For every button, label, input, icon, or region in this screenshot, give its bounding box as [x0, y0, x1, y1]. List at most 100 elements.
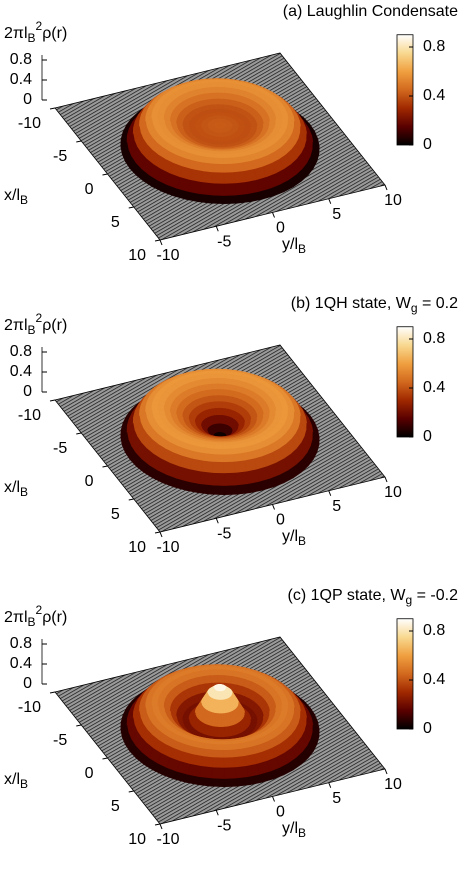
- x-tick: [102, 465, 108, 468]
- surface-patch: [212, 757, 225, 769]
- colorbar-tick-label: 0.8: [423, 622, 445, 639]
- colorbar-tick-label: 0.8: [423, 38, 445, 55]
- x-tick: [154, 239, 161, 242]
- surface-patch: [222, 744, 234, 751]
- surface-patch: [216, 373, 226, 379]
- surface-patch: [198, 483, 213, 495]
- surface-patch: [235, 483, 251, 495]
- surface-patch: [232, 162, 245, 173]
- surface-patch: [187, 469, 202, 485]
- colorbar: [396, 618, 414, 730]
- surface-patch: [223, 195, 238, 205]
- x-tick: [102, 757, 108, 760]
- x-tick: [49, 107, 56, 110]
- y-axis-label-part: B: [298, 534, 306, 548]
- y-tick-label: 10: [384, 484, 402, 501]
- y-tick-label: 5: [332, 498, 341, 515]
- surface-patch: [233, 756, 247, 768]
- surface-patch: [223, 172, 236, 185]
- colorbar: [396, 34, 414, 146]
- z-tick-label: 0: [23, 675, 32, 692]
- surface-patch: [208, 82, 218, 88]
- z-axis-label-part: 2πl: [4, 317, 28, 334]
- surface-patch: [275, 409, 283, 415]
- x-axis-label: x/lB: [4, 771, 28, 791]
- y-tick: [384, 184, 388, 191]
- x-tick: [76, 724, 82, 727]
- y-tick: [328, 782, 332, 788]
- surface-patch: [223, 767, 237, 780]
- surface-patch: [200, 460, 214, 474]
- z-axis-label-part: B: [28, 323, 36, 337]
- x-tick-label: 10: [128, 247, 146, 264]
- z-axis-label-part: 2πl: [4, 25, 28, 42]
- x-axis-label-part: x/l: [4, 187, 20, 204]
- surface-patch: [212, 454, 224, 463]
- colorbar-tick-label: 0.4: [423, 87, 445, 104]
- y-tick: [159, 239, 163, 246]
- surface-patch: [235, 776, 251, 787]
- y-tick-label: 0: [276, 220, 285, 237]
- z-tick-label: 0: [23, 383, 32, 400]
- surface-patch: [223, 183, 237, 197]
- x-axis-label: x/lB: [4, 187, 28, 207]
- x-tick: [128, 498, 134, 501]
- z-axis-label-part: ρ(r): [42, 25, 67, 42]
- x-axis-label-part: x/l: [4, 479, 20, 496]
- surface-patch: [208, 373, 218, 379]
- surface-patch: [234, 181, 249, 196]
- surface-patch: [198, 194, 213, 204]
- surface-patch: [220, 140, 226, 146]
- y-tick: [159, 823, 163, 830]
- surface-patch: [216, 665, 227, 671]
- surface-patch: [223, 778, 238, 788]
- colorbar: [396, 326, 414, 438]
- panel-title-part: (c) 1QP state, W: [288, 587, 407, 604]
- x-axis-label-part: B: [20, 485, 28, 499]
- surface-patch: [212, 461, 225, 474]
- y-tick-label: -10: [156, 831, 179, 848]
- surface-patch: [281, 705, 289, 711]
- z-axis-label-part: B: [28, 31, 36, 45]
- surface-patch: [213, 157, 224, 165]
- surface-patch: [217, 87, 226, 94]
- surface-patch: [213, 740, 224, 746]
- panel-title-part: g: [406, 593, 413, 607]
- panel-title: (a) Laughlin Condensate: [283, 3, 458, 20]
- x-tick-label: -5: [53, 732, 67, 749]
- x-tick-label: -10: [18, 115, 41, 132]
- surface-patch: [198, 777, 213, 787]
- x-tick: [76, 140, 82, 143]
- y-axis-label-part: y/l: [282, 528, 298, 545]
- z-axis-label-part: 2: [36, 19, 43, 33]
- surface-patch: [223, 757, 236, 769]
- z-axis-label-part: ρ(r): [42, 317, 67, 334]
- colorbar-tick-label: 0.4: [423, 379, 445, 396]
- surface-patch: [212, 163, 224, 174]
- surface-patch: [222, 444, 233, 450]
- z-tick-label: 0.8: [10, 51, 32, 68]
- y-axis-label-part: B: [298, 242, 306, 256]
- z-tick-label: 0.8: [10, 635, 32, 652]
- z-tick-label: 0.8: [10, 343, 32, 360]
- x-tick-label: 10: [128, 539, 146, 556]
- surface-patch: [222, 749, 235, 759]
- surface-patch: [218, 691, 221, 701]
- surface-patch: [217, 389, 225, 397]
- surface-patch: [218, 128, 221, 134]
- x-tick: [154, 531, 161, 534]
- y-tick-label: 5: [332, 790, 341, 807]
- y-tick-label: -10: [156, 539, 179, 556]
- y-tick-label: -10: [156, 247, 179, 264]
- surface-patch: [199, 766, 213, 780]
- colorbar-tick-label: 0.8: [423, 330, 445, 347]
- surface-patch: [218, 699, 222, 715]
- y-tick: [159, 531, 163, 538]
- y-axis-label-part: B: [298, 826, 306, 840]
- z-axis-label-part: 2: [36, 603, 43, 617]
- panel-title-part: = 0.2: [418, 295, 459, 312]
- z-tick-label: 0: [23, 91, 32, 108]
- surface-patch: [188, 124, 196, 128]
- y-tick-label: 0: [276, 804, 285, 821]
- x-tick-label: 0: [85, 473, 94, 490]
